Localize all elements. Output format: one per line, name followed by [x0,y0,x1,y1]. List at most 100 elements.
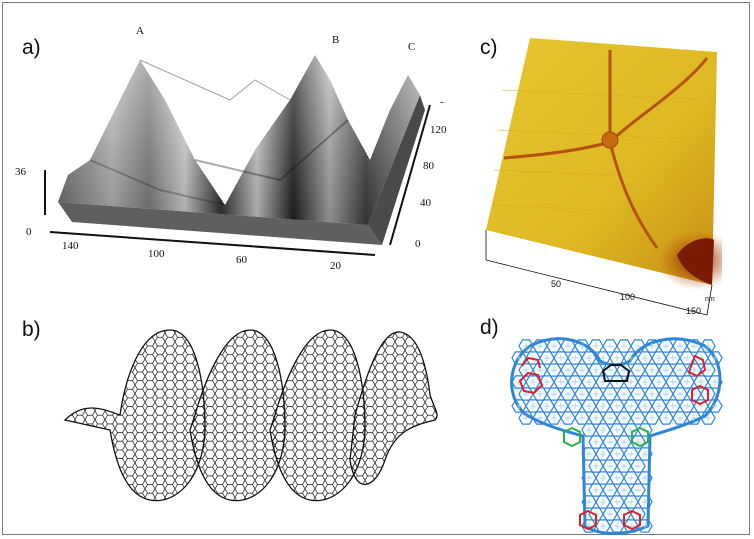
lattice-bond [593,415,599,421]
lattice-bond [614,427,620,433]
lattice-grid [511,339,723,533]
y-tick: 0 [415,238,421,250]
lattice-bond [607,463,613,469]
peak-c-label: C [408,41,416,53]
lattice-bond [705,343,711,349]
lattice-bond [649,343,655,349]
lattice-bond [656,379,662,385]
lattice-bond [586,451,592,457]
lattice-bond [607,367,613,373]
panel-a-label: a) [22,36,41,59]
lattice-bond [635,367,641,373]
c-x-tick: 50 [551,279,562,289]
lattice-bond [684,403,690,409]
lattice-bond [523,343,529,349]
lattice-bond [642,355,648,361]
panel-b-label: b) [22,318,41,341]
lattice-bond [593,343,599,349]
lattice-bond [607,391,613,397]
lattice-bond [586,499,592,505]
panel-d-label: d) [480,316,499,339]
lattice-bond [544,403,550,409]
lattice-bond [565,343,571,349]
lattice-bond [607,487,613,493]
lattice-bond [649,415,655,421]
lattice-bond [614,451,620,457]
lattice-bond [621,439,627,445]
x-tick: 140 [62,240,79,252]
lattice-bond [593,487,599,493]
lattice-bond [677,343,683,349]
lattice-bond [621,487,627,493]
lattice-bond [698,379,704,385]
lattice-bond [600,475,606,481]
lattice-bond [614,499,620,505]
lattice-bond [642,523,648,529]
lattice-bond [593,391,599,397]
lattice-cell [637,519,653,533]
y-tick: 120 [430,124,447,136]
lattice-bond [607,439,613,445]
y-tick: - [440,96,444,108]
lattice-bond [663,415,669,421]
lattice-bond [600,403,606,409]
lattice-bond [635,391,641,397]
lattice-bond [642,379,648,385]
lattice-bond [572,355,578,361]
lattice-bond [621,415,627,421]
lattice-bond [579,367,585,373]
lattice-bond [705,415,711,421]
defect-rings [518,354,709,531]
lattice-bond [649,391,655,397]
lattice-bond [565,415,571,421]
lattice-bond [586,403,592,409]
lattice-bond [579,391,585,397]
lattice-bond [537,391,543,397]
panel-a-surface [44,55,431,256]
lattice-bond [614,475,620,481]
lattice-bond [523,367,529,373]
lattice-bond [642,475,648,481]
lattice-bond [579,343,585,349]
lattice-bond [537,343,543,349]
lattice-bond [663,343,669,349]
x-tick: 100 [148,248,165,260]
lattice-bond [663,367,669,373]
lattice-bond [642,403,648,409]
peak-b-label: B [332,34,340,46]
lattice-bond [530,403,536,409]
x-tick: 20 [330,260,341,272]
lattice-bond [530,379,536,385]
lattice-bond [600,427,606,433]
lattice-bond [684,355,690,361]
lattice-bond [565,367,571,373]
lattice-bond [600,523,606,529]
lattice-bond [551,415,557,421]
lattice-bond [628,403,634,409]
lattice-bond [558,379,564,385]
lattice-bond [551,343,557,349]
lattice-bond [565,391,571,397]
lattice-bond [635,415,641,421]
lattice-bond [586,355,592,361]
lattice-bond [607,511,613,517]
panel-d-lattice [510,337,723,535]
lattice-bond [600,355,606,361]
lattice-bond [558,355,564,361]
peak-a-label: A [136,25,144,37]
lattice-bond [614,355,620,361]
lattice-bond [649,367,655,373]
y-tick: 40 [420,197,431,209]
lattice-bond [663,391,669,397]
lattice-bond [551,391,557,397]
lattice-bond [593,439,599,445]
lattice-bond [670,403,676,409]
lattice-bond [691,415,697,421]
lattice-bond [677,415,683,421]
lattice-bond [635,487,641,493]
lattice-bond [621,391,627,397]
lattice-bond [712,379,718,385]
lattice-bond [551,367,557,373]
